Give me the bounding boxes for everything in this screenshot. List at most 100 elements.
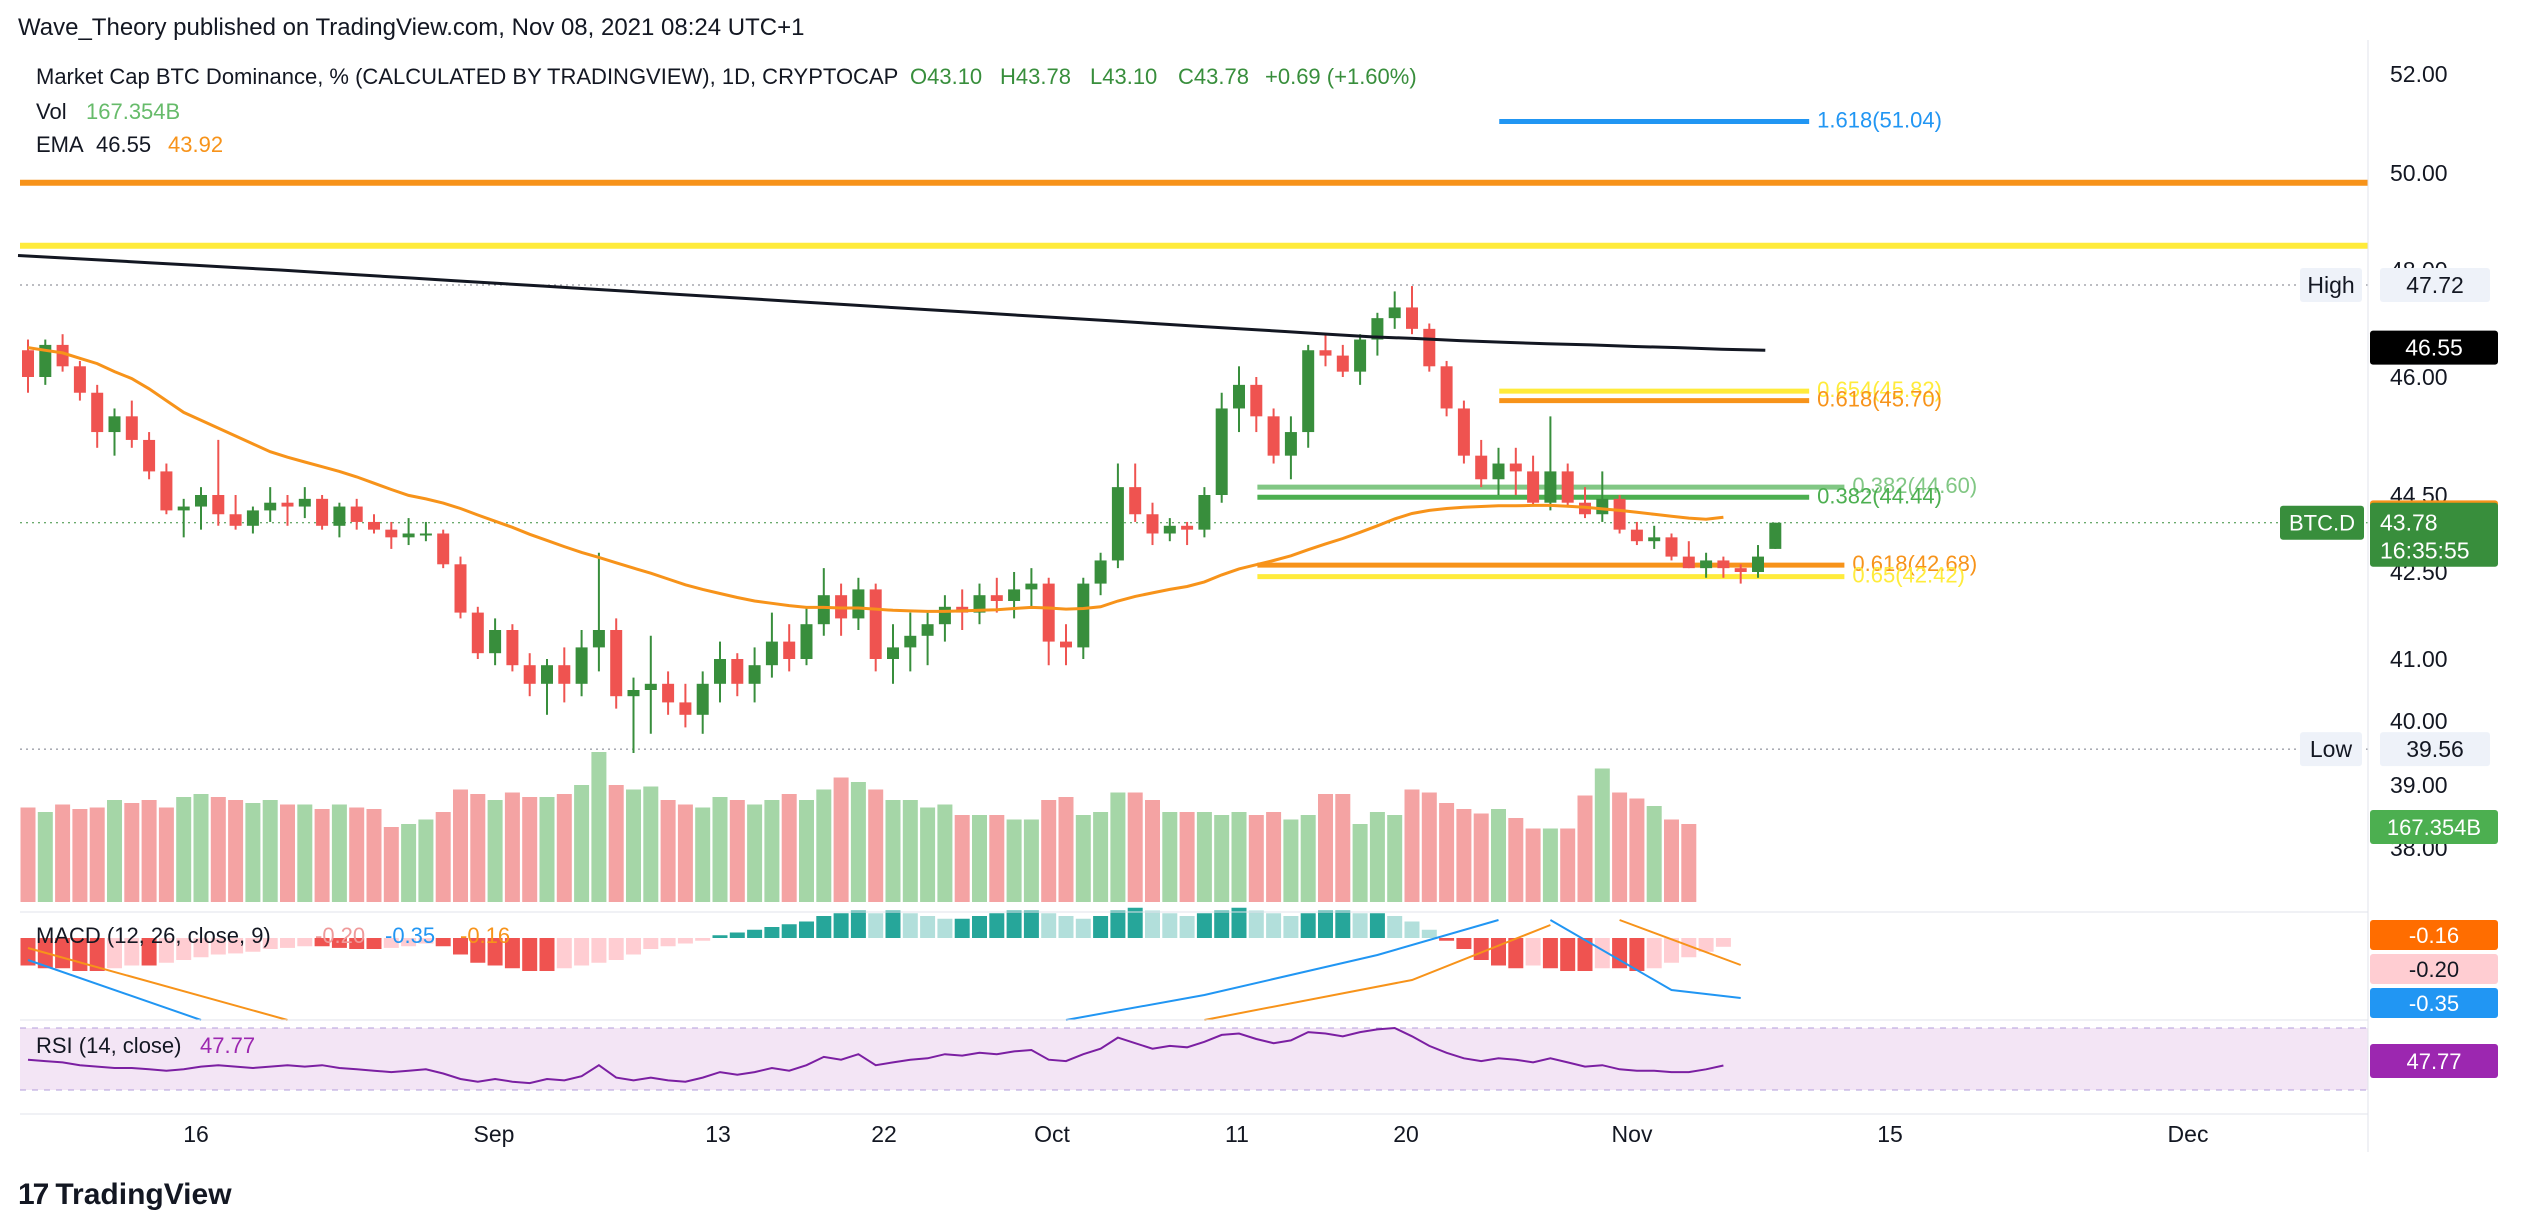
volume-bar — [1266, 812, 1282, 902]
macd-bar — [1041, 913, 1057, 938]
candle-body — [800, 624, 813, 659]
macd-bar — [1196, 913, 1212, 938]
ema-slow-tag: 46.55 — [2405, 335, 2463, 361]
legend-rsi-label: RSI (14, close) — [36, 1033, 182, 1058]
macd-bar — [193, 938, 209, 958]
volume-bar — [1369, 812, 1385, 902]
candle-body — [1406, 307, 1418, 329]
volume-bar — [1421, 792, 1437, 902]
legend-macd2: -0.35 — [385, 923, 435, 948]
macd-bar — [1473, 938, 1489, 960]
candle-body — [1129, 487, 1142, 515]
chart[interactable]: 1.618(51.04) 0.654(45.82)0.618(45.70) 0.38… — [0, 40, 2528, 1200]
macd-bar — [764, 927, 780, 938]
time-tick-label: 20 — [1393, 1121, 1419, 1147]
candle-body — [402, 533, 415, 538]
volume-bar — [954, 815, 970, 902]
candle-body — [1769, 522, 1782, 549]
volume-bar — [1646, 806, 1662, 902]
candle-body — [368, 521, 380, 530]
price-tick-label: 52.00 — [2390, 61, 2448, 87]
candle-body — [160, 471, 173, 511]
candle-body — [1250, 384, 1263, 417]
volume-bar — [712, 797, 728, 902]
low-label-tag: Low — [2310, 736, 2353, 762]
macd-bar — [1058, 916, 1074, 938]
rsi-tag-bg — [2370, 1044, 2498, 1078]
volume-bar — [1127, 792, 1143, 902]
macd-bar — [1715, 938, 1731, 947]
candle-body — [489, 630, 502, 654]
high-label-tag-bg — [2300, 267, 2362, 302]
candle-body — [852, 589, 865, 619]
macd-bar — [781, 924, 797, 938]
legend-open: O43.10 — [910, 64, 982, 89]
candle-body — [679, 702, 692, 715]
macd-bar — [850, 910, 866, 938]
macd-bar — [1629, 938, 1645, 971]
volume-bar — [1162, 812, 1178, 902]
volume-bar — [1664, 819, 1679, 902]
macd-bar — [1283, 916, 1299, 938]
volume-bar — [643, 786, 659, 902]
time-tick-label: 22 — [871, 1121, 897, 1147]
candle-body — [212, 495, 225, 515]
macd-bar — [608, 938, 624, 960]
candle-body — [1700, 560, 1713, 569]
volume-bar — [1300, 815, 1316, 902]
symbol-tag: BTC.D — [2289, 511, 2355, 536]
candle-body — [1509, 463, 1522, 472]
volume-bar — [245, 803, 261, 902]
macd-bar — [1577, 938, 1593, 971]
candle-body — [1146, 514, 1159, 534]
legend-title: Market Cap BTC Dominance, % (CALCULATED … — [36, 64, 898, 89]
volume-bar — [331, 804, 347, 902]
candle-body — [1475, 455, 1488, 480]
volume-bar — [972, 815, 987, 902]
legend-macd-label: MACD (12, 26, close, 9) — [36, 923, 271, 948]
candle-body — [1319, 350, 1332, 356]
macd-bar — [1023, 910, 1039, 938]
candle-body — [1561, 471, 1574, 503]
candle-body — [73, 366, 86, 393]
candle-body — [644, 683, 657, 690]
macd-bar — [1542, 938, 1558, 969]
macd-bar — [418, 938, 434, 944]
candle-body — [1388, 307, 1401, 319]
macd-tag: -0.16 — [2409, 923, 2459, 948]
volume-bar — [1629, 798, 1645, 902]
volume-bar — [349, 807, 365, 902]
fib-label: 0.618(45.70) — [1817, 387, 1942, 412]
legend-ema1: 46.55 — [96, 132, 151, 157]
volume-bar — [799, 800, 814, 902]
candle-body — [1284, 432, 1297, 456]
candle-body — [627, 690, 640, 697]
macd-bar — [885, 910, 901, 938]
main-price-pane[interactable]: 1.618(51.04) 0.654(45.82)0.618(45.70) 0.38… — [17, 108, 2368, 753]
macd-bar — [1145, 910, 1160, 938]
macd-bar — [487, 938, 503, 966]
time-tick-label: 15 — [1877, 1121, 1903, 1147]
low-value-tag: 39.56 — [2406, 736, 2464, 762]
macd-bar — [660, 938, 676, 947]
volume-bar — [1508, 818, 1524, 902]
candle-body — [419, 533, 432, 536]
tradingview-brand[interactable]: 17 TradingView — [18, 1178, 232, 1212]
candle-body — [610, 630, 623, 697]
candle-body — [1630, 529, 1643, 542]
macd-bar — [989, 913, 1005, 938]
volume-bar — [1231, 812, 1247, 902]
candle-body — [108, 416, 121, 433]
tradingview-logo-icon: 17 — [18, 1178, 49, 1211]
volume-bar — [1473, 813, 1489, 902]
fib-label: 0.65(42.42) — [1852, 563, 1965, 588]
fib-label: 0.382(44.44) — [1817, 483, 1942, 508]
legend-ema2: 43.92 — [168, 132, 223, 157]
time-tick-label: Nov — [1612, 1121, 1653, 1147]
macd-bar — [833, 913, 849, 938]
volume-bar — [280, 804, 295, 902]
macd-bar — [366, 938, 382, 949]
fib-label: 1.618(51.04) — [1817, 108, 1942, 133]
volume-bar — [902, 800, 918, 902]
volume-bar — [1560, 828, 1576, 902]
